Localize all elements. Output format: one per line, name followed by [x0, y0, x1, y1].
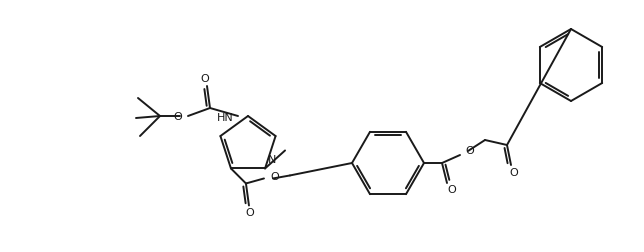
Text: O: O	[173, 112, 182, 122]
Text: O: O	[201, 74, 209, 84]
Text: O: O	[465, 146, 474, 156]
Text: HN: HN	[217, 113, 234, 123]
Text: O: O	[448, 185, 457, 195]
Text: N: N	[268, 155, 276, 166]
Text: O: O	[509, 168, 518, 178]
Text: O: O	[245, 208, 254, 218]
Text: O: O	[270, 172, 279, 182]
